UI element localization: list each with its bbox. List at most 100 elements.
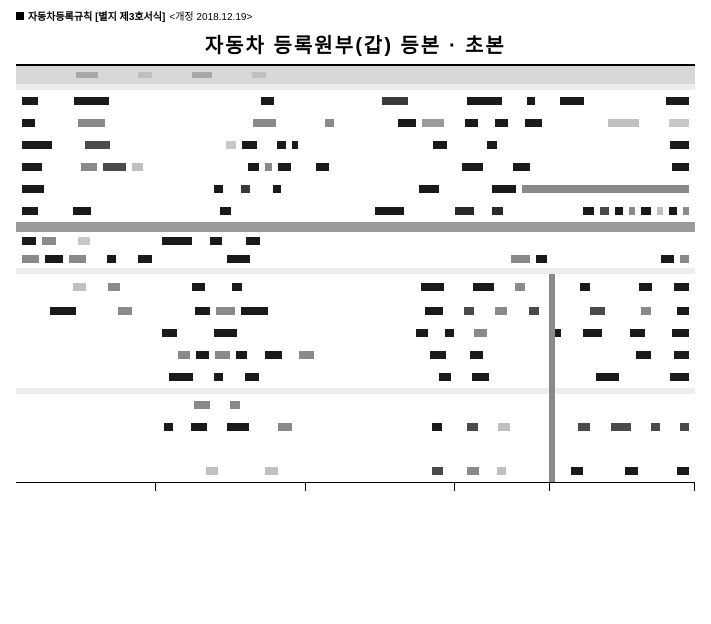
redacted-block — [248, 163, 259, 171]
redacted-block — [316, 163, 329, 171]
redacted-block — [674, 283, 689, 291]
redacted-block — [162, 329, 177, 337]
lower-row — [16, 274, 695, 300]
redacted-block — [265, 467, 277, 475]
redacted-block — [498, 423, 510, 431]
redacted-block — [590, 307, 605, 315]
redacted-block — [571, 467, 583, 475]
redacted-block — [241, 185, 250, 193]
redacted-block — [583, 329, 601, 337]
redacted-block — [273, 185, 280, 193]
form-rule-label: 자동차등록규칙 [별지 제3호서식] — [28, 8, 165, 23]
mid-section — [16, 232, 695, 268]
redacted-block — [487, 141, 497, 149]
redacted-block — [462, 163, 482, 171]
redacted-block — [470, 351, 483, 359]
redacted-block — [22, 119, 35, 127]
redacted-block — [430, 351, 447, 359]
redacted-block — [651, 423, 660, 431]
redacted-block — [138, 255, 153, 263]
document-body — [16, 64, 695, 492]
scale-tick — [550, 483, 695, 491]
bottom-scale-row — [16, 482, 695, 492]
redacted-block — [22, 141, 52, 149]
redacted-block — [45, 255, 64, 263]
redacted-block — [216, 307, 235, 315]
redacted-block — [230, 401, 240, 409]
redacted-block — [277, 141, 287, 149]
upper-row — [16, 200, 695, 222]
redacted-block — [278, 423, 292, 431]
header-segment — [76, 72, 98, 78]
redacted-block — [680, 423, 689, 431]
redacted-block — [232, 283, 242, 291]
redacted-block — [103, 163, 125, 171]
redacted-block — [492, 185, 516, 193]
redacted-block — [292, 141, 298, 149]
redacted-block — [74, 97, 109, 105]
redacted-block — [497, 467, 506, 475]
header-segment — [252, 72, 266, 78]
redacted-block — [615, 207, 623, 215]
redacted-block — [560, 97, 585, 105]
header-segment — [138, 72, 152, 78]
redacted-block — [670, 141, 689, 149]
document-title: 자동차 등록원부(갑) 등본 · 초본 — [16, 29, 695, 58]
redacted-block — [677, 467, 689, 475]
lower-row — [16, 366, 695, 388]
table-header-band — [16, 66, 695, 84]
redacted-block — [608, 119, 639, 127]
redacted-block — [680, 255, 689, 263]
upper-row — [16, 156, 695, 178]
upper-row — [16, 90, 695, 112]
redacted-block — [245, 373, 259, 381]
redacted-block — [455, 207, 474, 215]
redacted-block — [192, 283, 205, 291]
redacted-block — [583, 207, 594, 215]
redacted-block — [215, 351, 230, 359]
redacted-block — [195, 307, 210, 315]
redacted-block — [22, 185, 44, 193]
redacted-block — [600, 207, 609, 215]
redacted-block — [22, 207, 38, 215]
lower-row — [16, 322, 695, 344]
redacted-block — [672, 329, 689, 337]
upper-row — [16, 112, 695, 134]
redacted-block — [214, 373, 223, 381]
redacted-block — [425, 307, 444, 315]
header-segment — [192, 72, 212, 78]
redacted-block — [666, 97, 689, 105]
redacted-block — [214, 185, 223, 193]
redacted-block — [522, 185, 689, 193]
redacted-block — [73, 207, 90, 215]
redacted-block — [416, 329, 428, 337]
redacted-block — [495, 119, 508, 127]
redacted-block — [529, 307, 539, 315]
post-row — [16, 394, 695, 416]
redacted-block — [422, 119, 444, 127]
redacted-block — [85, 141, 110, 149]
redacted-block — [78, 237, 90, 245]
redacted-block — [465, 119, 478, 127]
redacted-block — [375, 207, 403, 215]
redacted-block — [578, 423, 590, 431]
redacted-block — [81, 163, 98, 171]
redacted-block — [398, 119, 416, 127]
redacted-block — [191, 423, 206, 431]
redacted-block — [641, 207, 650, 215]
redacted-block — [536, 255, 547, 263]
upper-row — [16, 178, 695, 200]
redacted-block — [474, 329, 487, 337]
redacted-block — [672, 163, 689, 171]
redacted-block — [625, 467, 637, 475]
redacted-block — [42, 237, 56, 245]
redacted-block — [473, 283, 495, 291]
redacted-block — [242, 141, 257, 149]
redacted-block — [169, 373, 194, 381]
redacted-block — [683, 207, 689, 215]
redacted-block — [382, 97, 408, 105]
redacted-block — [657, 207, 663, 215]
redacted-block — [22, 237, 36, 245]
redacted-block — [210, 237, 222, 245]
redacted-block — [445, 329, 453, 337]
